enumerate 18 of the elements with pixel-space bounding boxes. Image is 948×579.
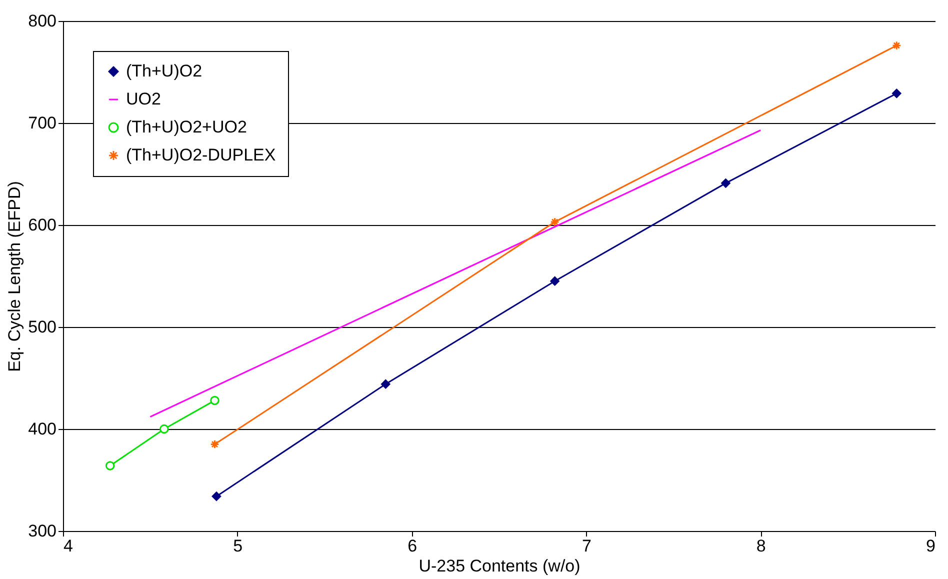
x-tick-label: 7 [582, 536, 592, 556]
y-tick-label: 600 [28, 216, 56, 234]
y-tick-label: 400 [28, 420, 56, 438]
y-tick-label: 800 [28, 12, 56, 30]
legend-label: (Th+U)O2+UO2 [126, 118, 247, 136]
y-tick-label: 700 [28, 114, 56, 132]
y-tick-label: 500 [28, 318, 56, 336]
y-tick-label: 300 [28, 522, 56, 540]
legend-label: (Th+U)O2-DUPLEX [126, 146, 276, 164]
x-tick-label: 8 [756, 536, 766, 556]
y-axis-title: Eq. Cycle Length (EFPD) [5, 181, 24, 372]
legend-label: UO2 [126, 90, 161, 108]
x-tick-label: 9 [926, 536, 936, 556]
x-axis-title: U-235 Contents (w/o) [418, 556, 580, 576]
legend-label: (Th+U)O2 [126, 62, 202, 80]
x-tick-label: 5 [233, 536, 243, 556]
x-tick-label: 6 [408, 536, 418, 556]
x-tick-label: 4 [64, 536, 73, 556]
